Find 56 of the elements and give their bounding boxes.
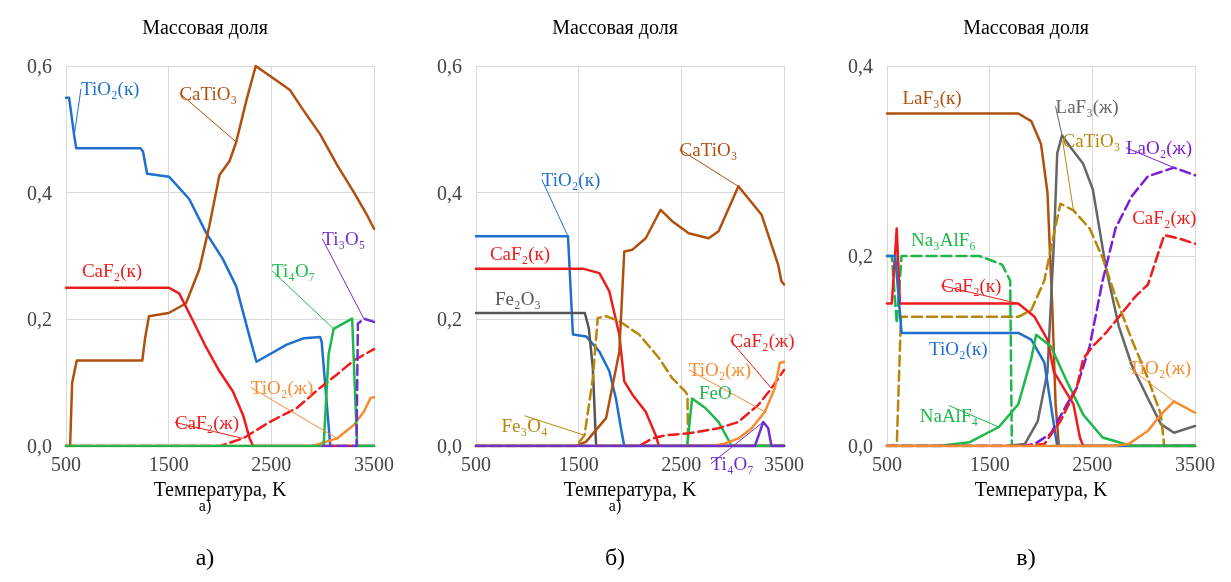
series-label: TiO₂(к) [928, 338, 988, 361]
y-tick-label: 0,4 [437, 181, 463, 204]
text: Ti₃O₅ [322, 228, 366, 250]
series-label: CaF₂(к) [490, 243, 551, 266]
x-tick-label: 3500 [764, 453, 805, 475]
x-axis-title: Температура, K [153, 477, 287, 501]
series-label: NaAlF₄ [919, 404, 978, 426]
x-tick-label: 2500 [251, 453, 292, 475]
y-tick-label: 0,2 [847, 245, 873, 267]
y-axis-title: Массовая доля [552, 16, 679, 39]
text: в) [1015, 544, 1036, 570]
series-label: CaF₂(ж) [730, 329, 795, 352]
text: TiO₂(к) [542, 168, 601, 191]
series-label: TiO₂(ж) [689, 359, 752, 382]
series-label: CaTiO₃ [179, 82, 238, 104]
y-tick-label: 0,0 [437, 435, 463, 457]
series-label: CaTiO₃ [679, 138, 738, 160]
x-tick-label: 3500 [354, 453, 394, 475]
series-label: LaF₃(к) [902, 87, 962, 109]
y-tick-label: 0,4 [27, 181, 52, 204]
series-label: LaF₃(ж) [1055, 95, 1119, 118]
x-tick-label: 500 [871, 453, 902, 475]
y-tick-label: 0,2 [27, 308, 52, 331]
x-axis-title: Температура, K [974, 477, 1108, 501]
y-tick-label: 0,2 [437, 308, 463, 331]
series-label: CaF₂(к) [81, 260, 143, 283]
x-tick-label: 2500 [661, 453, 702, 475]
text: Ti₄O₇ [272, 260, 316, 282]
text: а) [195, 544, 215, 570]
x-tick-label: 500 [51, 453, 81, 475]
y-axis-title: Массовая доля [962, 16, 1089, 39]
series-label: CaF₂(ж) [1131, 206, 1196, 229]
series-label: LaO₂(ж) [1125, 137, 1192, 160]
series-label: FeO [699, 381, 733, 403]
series-label: CaF₂(ж) [174, 411, 240, 434]
series-label: TiO₂(к) [80, 78, 140, 101]
y-tick-label: 0,0 [27, 435, 52, 457]
series-label: Na₃AlF₆ [910, 228, 976, 250]
y-axis-title: Массовая доля [142, 16, 268, 39]
x-tick-label: 1500 [969, 453, 1010, 475]
y-tick-label: 0,6 [27, 55, 52, 77]
text: б) [605, 544, 626, 570]
x-tick-label: 2500 [1071, 453, 1112, 475]
x-tick-label: 1500 [148, 453, 189, 475]
series-label: Fe₃O₄ [501, 414, 548, 436]
series-label: CaF₂(к) [940, 275, 1002, 297]
x-tick-label: 3500 [1174, 453, 1215, 475]
text: TiO₂(ж) [250, 376, 314, 399]
y-tick-label: 0,0 [847, 435, 873, 457]
y-tick-label: 0,4 [847, 55, 873, 77]
x-tick-label: 500 [461, 453, 492, 475]
y-tick-label: 0,6 [437, 55, 463, 77]
x-tick-label: 1500 [558, 453, 599, 475]
series-label: Ti₄O₇ [711, 453, 755, 475]
series-label: Fe₂O₃ [495, 287, 542, 309]
x-axis-title: Температура, K [563, 477, 698, 501]
